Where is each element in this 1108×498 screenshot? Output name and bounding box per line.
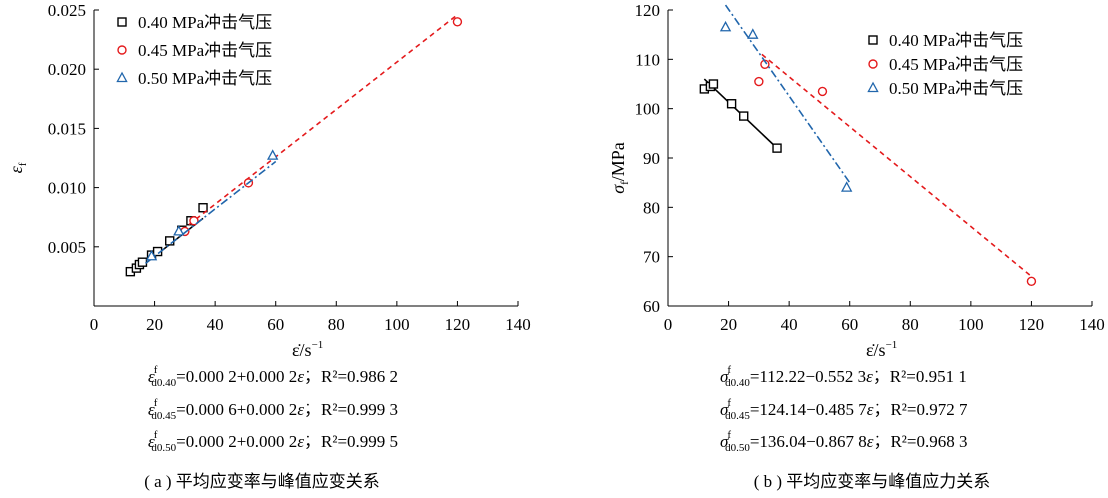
y-tick-label: 90	[643, 149, 660, 168]
legend-marker	[868, 35, 878, 45]
y-tick-label: 70	[643, 248, 660, 267]
data-point	[189, 216, 199, 226]
legend-marker	[117, 45, 127, 55]
data-point	[817, 86, 828, 97]
figure-caption: ( a ) 平均应变率与峰值应变关系	[144, 472, 380, 491]
legend-item: 0.50 MPa冲击气压	[116, 69, 272, 88]
x-tick-label: 80	[328, 315, 345, 334]
data-point	[739, 111, 749, 121]
y-tick-label: 80	[643, 198, 660, 217]
data-point	[266, 149, 279, 160]
data-point	[198, 203, 208, 213]
data-point	[719, 20, 732, 32]
data-point	[708, 79, 719, 89]
x-tick-label: 0	[664, 315, 673, 334]
x-tick-label: 120	[445, 315, 471, 334]
fit-equation: εf d0.45=0.000 6+0.000 2ε̇，R²=0.999 3	[148, 397, 398, 422]
fit-equation: σf d0.45=124.14−0.485 7ε̇，R²=0.972 7	[720, 397, 968, 422]
data-point	[173, 225, 185, 236]
x-tick-label: 0	[90, 315, 99, 334]
legend-label: 0.45 MPa冲击气压	[138, 41, 272, 60]
legend-marker	[117, 17, 127, 27]
x-tick-label: 140	[505, 315, 531, 334]
series-1	[125, 203, 208, 277]
legend-label: 0.40 MPa冲击气压	[138, 13, 272, 32]
x-tick-label: 100	[958, 315, 984, 334]
fit-equation: εf d0.50=0.000 2+0.000 2ε̇，R²=0.999 5	[148, 429, 398, 454]
data-point	[137, 257, 148, 267]
fit-line	[144, 160, 277, 265]
legend-item: 0.40 MPa冲击气压	[117, 13, 272, 32]
legend-item: 0.50 MPa冲击气压	[867, 79, 1023, 98]
legend-label: 0.50 MPa冲击气压	[889, 79, 1023, 98]
y-tick-label: 110	[635, 50, 660, 69]
x-tick-label: 120	[1019, 315, 1045, 334]
fit-line	[724, 4, 851, 184]
data-point	[145, 249, 158, 261]
series-3	[719, 4, 853, 192]
y-tick-label: 0.005	[48, 238, 86, 257]
legend-label: 0.50 MPa冲击气压	[138, 69, 272, 88]
x-tick-label: 80	[902, 315, 919, 334]
fit-line	[181, 14, 458, 231]
fit-line	[761, 53, 1032, 278]
series-1	[699, 78, 782, 153]
data-point	[726, 99, 737, 109]
chart-panel-a: 0 20 40 60 80 100 120 140 0.005 0.010 0.015 0.020 0.…	[6, 1, 531, 491]
x-tick-label: 140	[1079, 315, 1105, 334]
data-point	[1026, 276, 1037, 287]
legend-marker	[116, 71, 128, 83]
x-tick-label: 20	[146, 315, 163, 334]
legend-item: 0.40 MPa冲击气压	[868, 31, 1023, 50]
fit-equation: σf d0.40=112.22−0.552 3ε̇，R²=0.951 1	[720, 364, 967, 389]
x-tick-label: 40	[781, 315, 798, 334]
series-3	[144, 149, 279, 265]
y-tick-label: 0.020	[48, 60, 86, 79]
data-point	[452, 17, 463, 27]
legend-item: 0.45 MPa冲击气压	[868, 55, 1023, 74]
y-tick-label: 100	[635, 100, 661, 119]
y-tick-label: 120	[635, 1, 661, 20]
legend-marker	[867, 81, 879, 93]
legend-marker	[868, 59, 878, 69]
fit-equation: σf d0.50=136.04−0.867 8ε̇，R²=0.968 3	[720, 429, 967, 454]
x-tick-label: 20	[720, 315, 737, 334]
data-point	[747, 28, 759, 39]
data-point	[165, 236, 175, 246]
fit-equation: εf d0.40=0.000 2+0.000 2ε̇，R²=0.986 2	[148, 364, 398, 389]
y-tick-label: 0.015	[48, 119, 86, 138]
x-axis-label: ε̇/s−1	[292, 339, 323, 360]
legend: 0.40 MPa冲击气压 0.45 MPa冲击气压 0.50 MPa冲击气压	[867, 31, 1023, 98]
legend-label: 0.45 MPa冲击气压	[889, 55, 1023, 74]
x-tick-label: 60	[267, 315, 284, 334]
x-tick-label: 100	[384, 315, 410, 334]
y-tick-label: 60	[643, 297, 660, 316]
data-point	[754, 76, 764, 87]
y-axis-label: εf	[6, 162, 29, 173]
x-tick-label: 40	[207, 315, 224, 334]
x-tick-label: 60	[841, 315, 858, 334]
chart-panel-b: 0 20 40 60 80 100 120 140 60 70 80 90 100 110 120 ε̇/s−…	[608, 1, 1105, 491]
data-point	[840, 181, 853, 192]
y-tick-label: 0.010	[48, 179, 86, 198]
y-axis-label: σf/MPa	[608, 142, 631, 194]
legend: 0.40 MPa冲击气压 0.45 MPa冲击气压 0.50 MPa冲击气压	[116, 13, 272, 88]
y-tick-label: 0.025	[48, 1, 86, 20]
x-axis-label: ε̇/s−1	[866, 339, 897, 360]
data-point	[772, 143, 782, 153]
figure-caption: ( b ) 平均应变率与峰值应力关系	[754, 472, 991, 491]
legend-item: 0.45 MPa冲击气压	[117, 41, 272, 60]
legend-label: 0.40 MPa冲击气压	[889, 31, 1023, 50]
